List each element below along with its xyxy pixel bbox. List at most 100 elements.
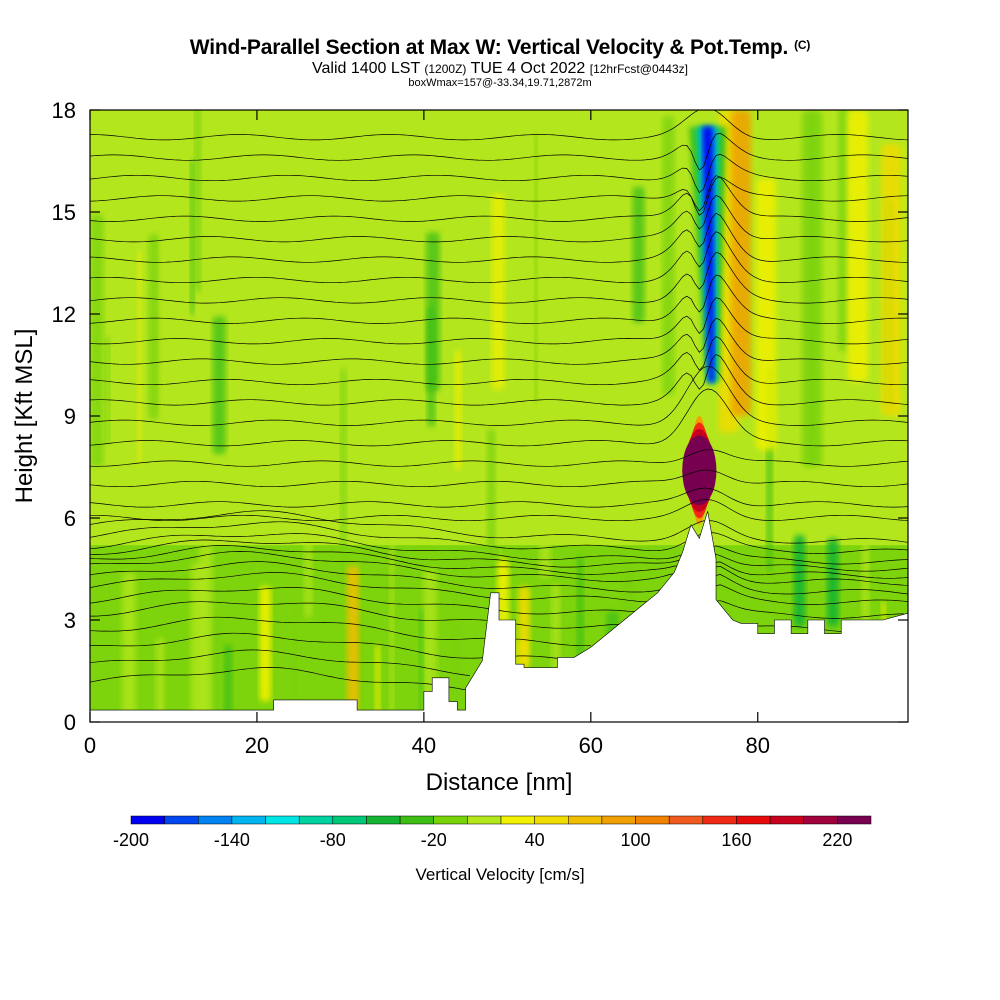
velocity-streak	[194, 110, 202, 294]
colorbar: -200 -140 -80 -20 40 100 160 220	[113, 815, 872, 850]
velocity-streak	[90, 213, 104, 467]
theta-contour-line	[90, 572, 908, 605]
theta-contour-line	[90, 649, 470, 676]
theta-contour-line	[90, 561, 908, 595]
theta-contour-line	[90, 317, 908, 365]
colorbar-swatch	[635, 815, 670, 825]
y-tick-label: 15	[52, 200, 76, 225]
theta-contour-line	[90, 212, 908, 263]
theta-contour-line	[90, 587, 904, 619]
velocity-streak	[534, 132, 538, 405]
velocity-streak	[199, 544, 213, 722]
plot-area	[90, 110, 908, 722]
theta-contour-line	[90, 449, 908, 467]
downdraft-core	[703, 127, 714, 382]
theta-contour-line	[90, 274, 908, 324]
theta-contour-line	[90, 539, 908, 572]
velocity-streak	[389, 536, 395, 722]
colorbar-swatch	[668, 815, 704, 825]
chart-title-text: Wind-Parallel Section at Max W: Vertical…	[189, 36, 789, 59]
box-info: boxWmax=157@-33.34,19.71,2872m	[408, 77, 592, 89]
x-tick-label: 80	[746, 733, 770, 758]
theta-contour-line	[90, 110, 908, 141]
velocity-streak	[212, 316, 226, 455]
colorbar-swatch	[568, 815, 603, 825]
chart-title: Wind-Parallel Section at Max W: Vertical…	[0, 36, 1000, 60]
velocity-streak	[486, 428, 496, 581]
velocity-band	[847, 110, 868, 382]
theta-contour-line	[90, 533, 908, 565]
velocity-streak	[419, 607, 424, 722]
x-tick-label: 0	[84, 733, 96, 758]
velocity-streak	[632, 186, 645, 323]
theta-contour-line	[90, 632, 558, 659]
velocity-streak	[223, 644, 233, 722]
x-tick-label: 20	[245, 733, 269, 758]
velocity-streak-low	[259, 586, 272, 702]
theta-contour-line	[90, 667, 466, 691]
copyright-mark: (C)	[794, 38, 811, 52]
theta-contour-line	[90, 354, 908, 406]
utc-time: (1200Z)	[424, 62, 467, 76]
velocity-streak	[491, 193, 505, 390]
x-tick-label: 40	[412, 733, 436, 758]
colorbar-swatch	[399, 815, 434, 825]
colorbar-swatch	[265, 815, 300, 825]
colorbar-swatch	[332, 815, 367, 825]
velocity-streak	[864, 330, 868, 572]
theta-contour-line	[90, 336, 908, 386]
theta-contour-line	[90, 365, 908, 426]
y-tick-label: 12	[52, 302, 76, 327]
velocity-streak	[164, 596, 168, 722]
theta-contour-line	[90, 175, 908, 222]
theta-contour-line	[90, 194, 908, 243]
theta-contour-line	[90, 133, 908, 171]
theta-contour-line	[90, 469, 908, 488]
colorbar-swatch	[601, 815, 636, 825]
velocity-streak	[427, 307, 436, 427]
axes: 0 20 40 60 80 0 3 6 9 12 15 18	[52, 98, 908, 758]
velocity-streak	[454, 350, 462, 470]
theta-contour-line	[90, 545, 908, 579]
theta-contour-line	[90, 510, 908, 544]
velocity-streak	[838, 110, 848, 352]
y-tick-label: 3	[64, 608, 76, 633]
colorbar-swatch	[736, 815, 771, 825]
velocity-streak	[159, 184, 168, 465]
y-tick-label: 9	[64, 404, 76, 429]
velocity-streak	[155, 638, 166, 722]
x-tick-label: 60	[579, 733, 603, 758]
velocity-streak-low	[347, 565, 359, 712]
colorbar-tick-label: 160	[721, 830, 751, 850]
colorbar-tick-label: -200	[113, 830, 149, 850]
velocity-streak	[122, 572, 136, 722]
colorbar-swatch	[803, 815, 838, 825]
colorbar-swatch	[130, 815, 165, 825]
velocity-streak	[213, 617, 223, 722]
velocity-streak	[453, 622, 465, 722]
velocity-streak	[137, 250, 142, 465]
theta-contour-line	[90, 521, 908, 554]
velocity-band	[801, 110, 823, 467]
theta-contour-line	[90, 551, 908, 586]
valid-date: TUE 4 Oct 2022	[470, 60, 586, 77]
theta-contour-line	[90, 251, 908, 304]
colorbar-tick-label: 220	[822, 830, 852, 850]
theta-contour-line	[90, 231, 908, 284]
theta-contour-line	[90, 297, 908, 345]
velocity-streak	[662, 116, 675, 396]
valid-time: Valid 1400 LST	[312, 60, 420, 77]
terrain	[90, 511, 908, 722]
velocity-streak	[375, 644, 381, 722]
velocity-streak-low	[827, 538, 839, 627]
velocity-streak	[539, 396, 551, 578]
colorbar-tick-label: 100	[621, 830, 651, 850]
colorbar-swatch	[366, 815, 401, 825]
theta-contour-line	[90, 153, 908, 194]
colorbar-swatch	[837, 815, 872, 825]
colorbar-swatch	[164, 815, 199, 825]
colorbar-tick-label: -140	[214, 830, 250, 850]
colorbar-swatch	[500, 815, 535, 825]
velocity-streak-low	[518, 586, 530, 668]
